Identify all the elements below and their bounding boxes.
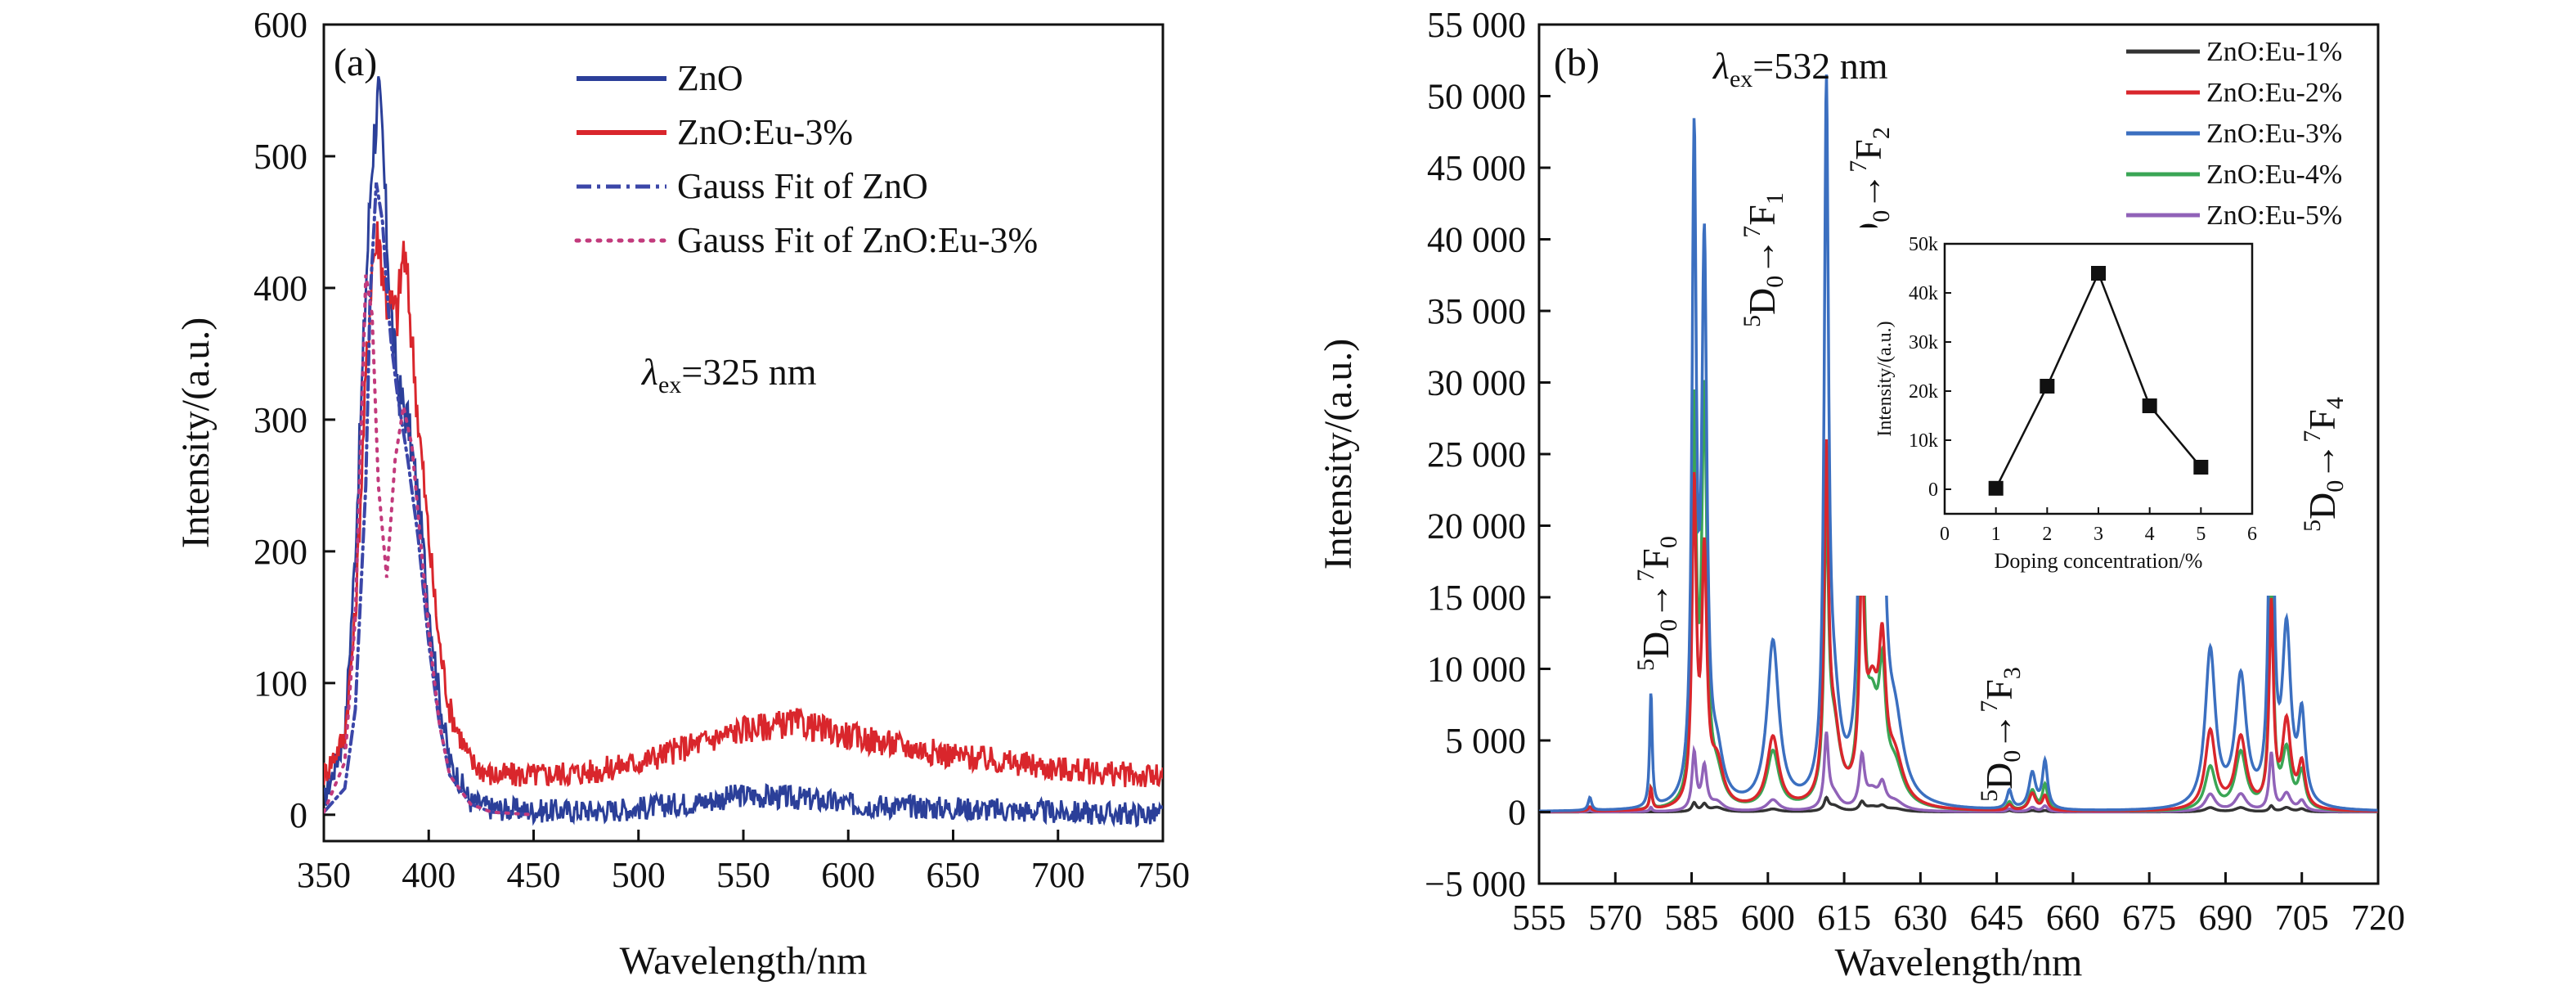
x-tick-label: 750 [1136,855,1190,895]
x-tick-label: 650 [927,855,981,895]
x-tick-label: 705 [2275,898,2329,938]
inset-point [1988,480,2004,496]
legend-entry: ZnO [677,58,743,98]
series-line-4 [1539,731,2378,814]
y-tick-label: 30 000 [1427,363,1526,403]
inset-point [2040,379,2055,394]
y-tick-label: 45 000 [1427,148,1526,188]
y-tick-label: 25 000 [1427,434,1526,475]
inset-x-tick-label: 1 [1991,524,2001,545]
x-tick-label: 630 [1893,898,1947,938]
legend-entry: Gauss Fit of ZnO [677,166,928,206]
inset-x-tick-label: 3 [2094,524,2103,545]
x-tick-label: 660 [2046,898,2100,938]
y-tick-label: 400 [254,268,307,308]
legend: ZnO:Eu-1% ZnO:Eu-2% ZnO:Eu-3% ZnO:Eu-4% ZnO:… [2126,37,2342,231]
excitation-annotation: λex=532 nm [1712,45,1888,92]
y-tick-label: 100 [254,664,307,704]
x-tick-label: 350 [297,855,351,895]
y-tick-label: 50 000 [1427,77,1526,117]
x-tick-label: 550 [716,855,770,895]
x-tick-label: 645 [1970,898,2024,938]
series-line-1 [1539,439,2378,813]
legend-entry: Gauss Fit of ZnO:Eu-3% [677,220,1038,260]
x-tick-label: 600 [1741,898,1795,938]
y-tick-label: 55 000 [1427,5,1526,45]
x-tick-label: 615 [1817,898,1871,938]
inset-background [1847,227,2277,596]
inset-y-axis-label: Intensity/(a.u.) [1874,321,1896,436]
legend-entry: ZnO:Eu-2% [2206,78,2342,108]
x-tick-label: 690 [2198,898,2252,938]
y-tick-label: 10 000 [1427,650,1526,690]
legend-entry: ZnO:Eu-4% [2206,160,2342,190]
legend-entry: ZnO:Eu-3% [677,112,853,152]
inset-point [2142,398,2157,413]
transition-label: 5D0→7F3 [1976,667,2026,802]
y-axis-label: Intensity/(a.u.) [174,317,218,549]
y-tick-label: −5 000 [1425,864,1526,904]
x-tick-label: 675 [2122,898,2176,938]
x-tick-label: 500 [612,855,666,895]
series-group [1539,74,2378,814]
inset-point [2193,460,2209,475]
panel-b-chart: 555 570 585 600 615 630 645 660 675 690 705 720−5 0… [1317,5,2405,984]
y-tick-label: 300 [254,400,307,440]
x-tick-label: 700 [1031,855,1085,895]
inset-x-tick-label: 2 [2042,524,2052,545]
x-tick-label: 555 [1512,898,1566,938]
inset-y-tick-label: 50k [1909,234,1938,255]
transition-label: 5D0→7F0 [1632,536,1682,671]
inset-y-tick-label: 10k [1909,430,1938,452]
x-axis-label: Wavelength/nm [1835,941,2083,984]
y-tick-label: 15 000 [1427,578,1526,618]
y-tick-label: 500 [254,137,307,177]
x-tick-label: 600 [821,855,875,895]
inset-chart: 0 1 2 3 4 5 6 0 10k 20k 30k 40k 50k Doping concentrat… [1847,227,2277,596]
series-fit-3 [324,274,536,817]
x-tick-label: 400 [402,855,456,895]
transition-label: 5D0→7F4 [2299,397,2349,532]
x-tick-label: 585 [1665,898,1719,938]
x-axis-label: Wavelength/nm [620,939,868,983]
y-tick-label: 0 [1508,793,1526,833]
y-tick-label: 35 000 [1427,291,1526,331]
series-group [324,76,1163,828]
inset-point [2091,266,2106,281]
y-tick-label: 600 [254,5,307,45]
inset-y-tick-label: 40k [1909,283,1938,304]
inset-x-tick-label: 0 [1940,524,1950,545]
inset-y-tick-label: 20k [1909,381,1938,403]
y-axis-label: Intensity/(a.u.) [1317,339,1360,570]
y-tick-label: 20 000 [1427,506,1526,547]
panel-a-chart: 350 400 450 500 550 600 650 700 750 0 100 200 300 400… [174,5,1190,983]
x-tick-label: 450 [507,855,561,895]
excitation-annotation: λex=325 nm [640,351,817,398]
inset-x-axis-label: Doping concentration/% [1995,549,2203,573]
panel-label: (a) [334,41,377,84]
y-tick-label: 5 000 [1445,721,1526,761]
x-tick-label: 570 [1588,898,1642,938]
transition-label: 5D0→7F1 [1739,192,1788,327]
inset-x-tick-label: 6 [2247,524,2257,545]
panel-label: (b) [1554,41,1600,84]
inset-y-tick-label: 30k [1909,332,1938,353]
inset-y-tick-label: 0 [1928,479,1938,501]
x-tick-label: 720 [2351,898,2405,938]
y-tick-label: 200 [254,532,307,572]
legend: ZnO ZnO:Eu-3% Gauss Fit of ZnO Gauss Fit of… [574,58,1038,260]
series-fit-2 [324,182,536,817]
inset-x-tick-label: 5 [2196,524,2206,545]
y-tick-label: 40 000 [1427,220,1526,260]
series-line-0 [324,76,1163,828]
series-line-1 [324,221,1163,788]
legend-entry: ZnO:Eu-1% [2206,37,2342,67]
y-tick-label: 0 [289,795,307,835]
series-line-2 [1539,74,2378,813]
legend-entry: ZnO:Eu-5% [2206,200,2342,231]
legend-entry: ZnO:Eu-3% [2206,119,2342,149]
inset-x-tick-label: 4 [2145,524,2155,545]
